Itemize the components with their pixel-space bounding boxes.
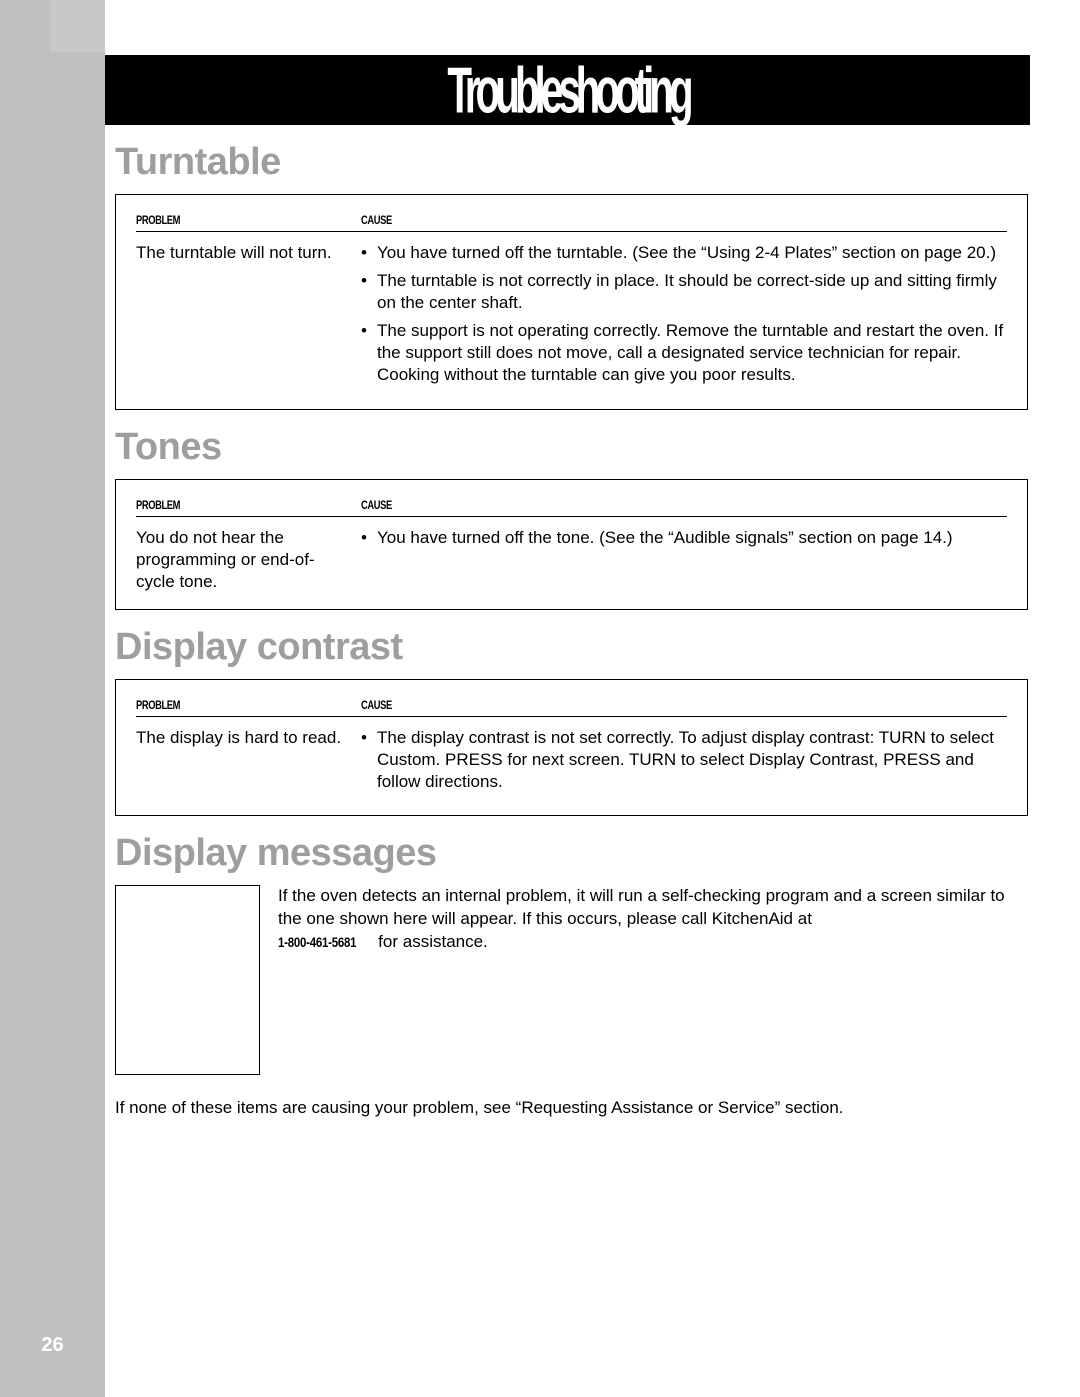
cause-text: The display contrast is not set correctl… <box>361 727 1007 799</box>
cause-list: You have turned off the turntable. (See … <box>361 242 1007 387</box>
table-row: You do not hear the programming or end-o… <box>136 527 1007 593</box>
left-sidebar: 26 <box>0 0 105 1397</box>
header-problem: PROBLEM <box>136 213 312 227</box>
column-headers: PROBLEM CAUSE <box>136 698 1007 717</box>
cause-text: You have turned off the tone. (See the “… <box>361 527 1007 593</box>
msg-pre: If the oven detects an internal problem,… <box>278 886 1005 928</box>
section-heading-display-messages: Display messages <box>115 832 1028 875</box>
header-cause: CAUSE <box>361 698 865 712</box>
header-problem: PROBLEM <box>136 698 312 712</box>
table-row: The turntable will not turn. You have tu… <box>136 242 1007 393</box>
cause-list: The display contrast is not set correctl… <box>361 727 1007 793</box>
problem-text: The display is hard to read. <box>136 727 361 799</box>
footer-note: If none of these items are causing your … <box>115 1097 1028 1120</box>
chapter-title: Troubleshooting <box>447 53 688 128</box>
list-item: You have turned off the tone. (See the “… <box>361 527 1007 549</box>
msg-post: for assistance. <box>378 932 488 951</box>
problem-text: The turntable will not turn. <box>136 242 361 393</box>
section-heading-turntable: Turntable <box>115 141 1028 184</box>
display-contrast-box: PROBLEM CAUSE The display is hard to rea… <box>115 679 1028 816</box>
turntable-box: PROBLEM CAUSE The turntable will not tur… <box>115 194 1028 410</box>
section-heading-tones: Tones <box>115 426 1028 469</box>
list-item: The display contrast is not set correctl… <box>361 727 1007 793</box>
page-number: 26 <box>0 1334 105 1357</box>
column-headers: PROBLEM CAUSE <box>136 498 1007 517</box>
cause-text: You have turned off the turntable. (See … <box>361 242 1007 393</box>
problem-text: You do not hear the programming or end-o… <box>136 527 361 593</box>
error-screen-placeholder <box>115 885 260 1075</box>
cause-list: You have turned off the tone. (See the “… <box>361 527 1007 549</box>
list-item: The support is not operating correctly. … <box>361 320 1007 386</box>
page-content: Troubleshooting Turntable PROBLEM CAUSE … <box>115 0 1028 1120</box>
chapter-banner: Troubleshooting <box>105 55 1030 125</box>
header-cause: CAUSE <box>361 213 865 227</box>
table-row: The display is hard to read. The display… <box>136 727 1007 799</box>
tones-box: PROBLEM CAUSE You do not hear the progra… <box>115 479 1028 610</box>
support-phone: 1-800-461-5681 <box>278 933 356 952</box>
list-item: You have turned off the turntable. (See … <box>361 242 1007 264</box>
display-messages-text: If the oven detects an internal problem,… <box>278 885 1028 954</box>
display-messages-row: If the oven detects an internal problem,… <box>115 885 1028 1075</box>
header-cause: CAUSE <box>361 498 865 512</box>
header-problem: PROBLEM <box>136 498 312 512</box>
list-item: The turntable is not correctly in place.… <box>361 270 1007 314</box>
section-heading-display-contrast: Display contrast <box>115 626 1028 669</box>
column-headers: PROBLEM CAUSE <box>136 213 1007 232</box>
sidebar-accent-block <box>50 0 105 52</box>
